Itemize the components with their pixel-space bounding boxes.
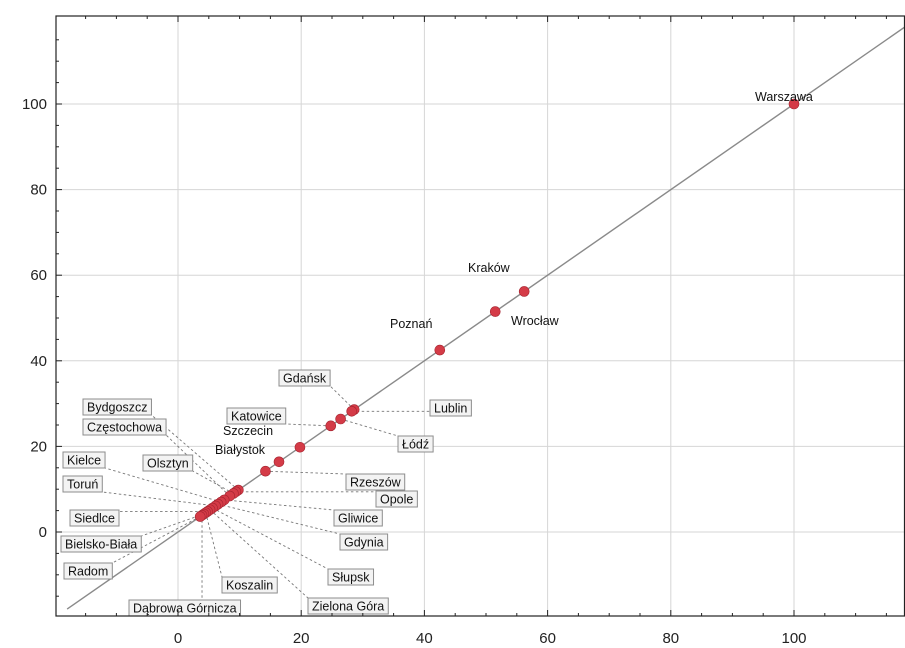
data-point-katowice [325, 420, 337, 432]
x-tick-label: 40 [416, 630, 433, 647]
point-label-siedlce: Siedlce [74, 512, 115, 526]
x-tick-label: 100 [781, 630, 806, 647]
leader-line-zielona-gora [209, 509, 309, 599]
data-point-krakow [518, 286, 530, 297]
label-box-siedlce [69, 509, 120, 527]
data-point-radom [194, 511, 206, 522]
plot-frame [55, 15, 905, 617]
leader-line-rzeszow [265, 470, 347, 475]
label-box-lublin [429, 399, 472, 417]
data-points [194, 98, 800, 522]
axes: 0 20 40 60 80 100 0 20 40 60 80 100 [22, 15, 905, 647]
data-point-poznan [434, 344, 446, 356]
point-label-torun: Toruń [67, 478, 98, 492]
leader-line-lodz [340, 418, 399, 437]
point-label-katowice: Katowice [231, 410, 282, 424]
label-box-katowice [226, 407, 287, 425]
point-label-rzeszow: Rzeszów [350, 476, 402, 490]
y-tick-label: 40 [30, 353, 47, 370]
y-tick-label: 80 [30, 182, 47, 199]
leader-line-koszalin [205, 512, 223, 578]
x-tick-label: 60 [539, 630, 556, 647]
point-label-kielce: Kielce [67, 454, 101, 468]
label-box-slupsk [327, 568, 375, 586]
diagonal-line [66, 26, 905, 610]
data-point-wroclaw [489, 306, 501, 317]
point-label-lublin: Lublin [434, 402, 467, 416]
leader-line-torun [102, 491, 216, 507]
label-box-gdansk [278, 369, 331, 387]
point-label-bielsko-biala: Bielsko-Biała [65, 538, 137, 552]
label-box-bydgoszcz [82, 398, 152, 416]
y-tick-label: 100 [22, 96, 47, 113]
x-tick-label: 80 [662, 630, 679, 647]
point-label-radom: Radom [68, 565, 108, 579]
leader-lines [102, 385, 430, 600]
y-tick-label: 20 [30, 438, 47, 455]
leader-line-olsztyn [192, 470, 234, 494]
data-point-lodz [335, 413, 346, 425]
point-label-olsztyn: Olsztyn [147, 457, 189, 471]
label-box-opole [375, 490, 418, 508]
x-tick-label: 20 [293, 630, 310, 647]
leader-line-kielce [104, 467, 222, 503]
data-point-warszawa [788, 98, 800, 110]
label-box-torun [62, 475, 103, 493]
point-label-gliwice: Gliwice [338, 512, 378, 526]
leader-line-radom [112, 516, 201, 564]
label-box-kielce [62, 451, 106, 469]
point-label-szczecin: Szczecin [223, 424, 273, 438]
point-label-bialystok: Białystok [215, 443, 266, 457]
point-label-gdansk: Gdańsk [283, 372, 327, 386]
label-box-bielsko-biala [60, 535, 142, 553]
leader-line-katowice [285, 423, 331, 427]
leader-line-gliwice [224, 499, 335, 511]
point-label-krakow: Kraków [468, 261, 511, 275]
point-label-zielona-gora: Zielona Góra [312, 600, 384, 614]
leader-line-slupsk [212, 507, 329, 570]
leader-line-gdansk [329, 385, 355, 410]
point-label-koszalin: Koszalin [226, 579, 273, 593]
y-tick-label: 0 [39, 524, 47, 541]
point-label-bydgoszcz: Bydgoszcz [87, 401, 147, 415]
label-box-koszalin [221, 576, 278, 594]
data-point-lublin [346, 406, 358, 417]
label-box-lodz [397, 435, 434, 453]
label-box-zielona-gora [307, 597, 389, 615]
point-label-slupsk: Słupsk [332, 571, 370, 585]
label-box-czestochowa [82, 418, 167, 436]
point-labels: Warszawa Kraków Wrocław Poznań Gdańsk Lublin Ł… [60, 90, 813, 617]
point-label-lodz: Łódź [402, 438, 429, 452]
leader-line-bielsko-biala [141, 513, 205, 537]
data-point-rzeszow [260, 465, 271, 477]
point-label-poznan: Poznań [390, 317, 432, 331]
label-box-rzeszow [345, 473, 406, 491]
y-tick-label: 60 [30, 267, 47, 284]
reference-line [66, 26, 905, 610]
label-box-olsztyn [142, 454, 194, 472]
point-label-dabrowa-gornicza: Dąbrowa Górnicza [133, 602, 237, 616]
label-box-radom [63, 562, 113, 580]
data-point-bialystok [273, 456, 285, 468]
data-point-szczecin [294, 441, 306, 453]
point-label-wroclaw: Wrocław [511, 314, 560, 328]
x-tick-label: 0 [174, 630, 182, 647]
point-label-opole: Opole [380, 493, 413, 507]
leader-line-gdynia [217, 503, 341, 535]
point-label-czestochowa: Częstochowa [87, 421, 162, 435]
point-label-gdynia: Gdynia [344, 536, 384, 550]
grid [56, 16, 905, 616]
label-box-gdynia [339, 533, 389, 551]
label-box-gliwice [333, 509, 383, 527]
point-label-warszawa: Warszawa [755, 90, 813, 104]
